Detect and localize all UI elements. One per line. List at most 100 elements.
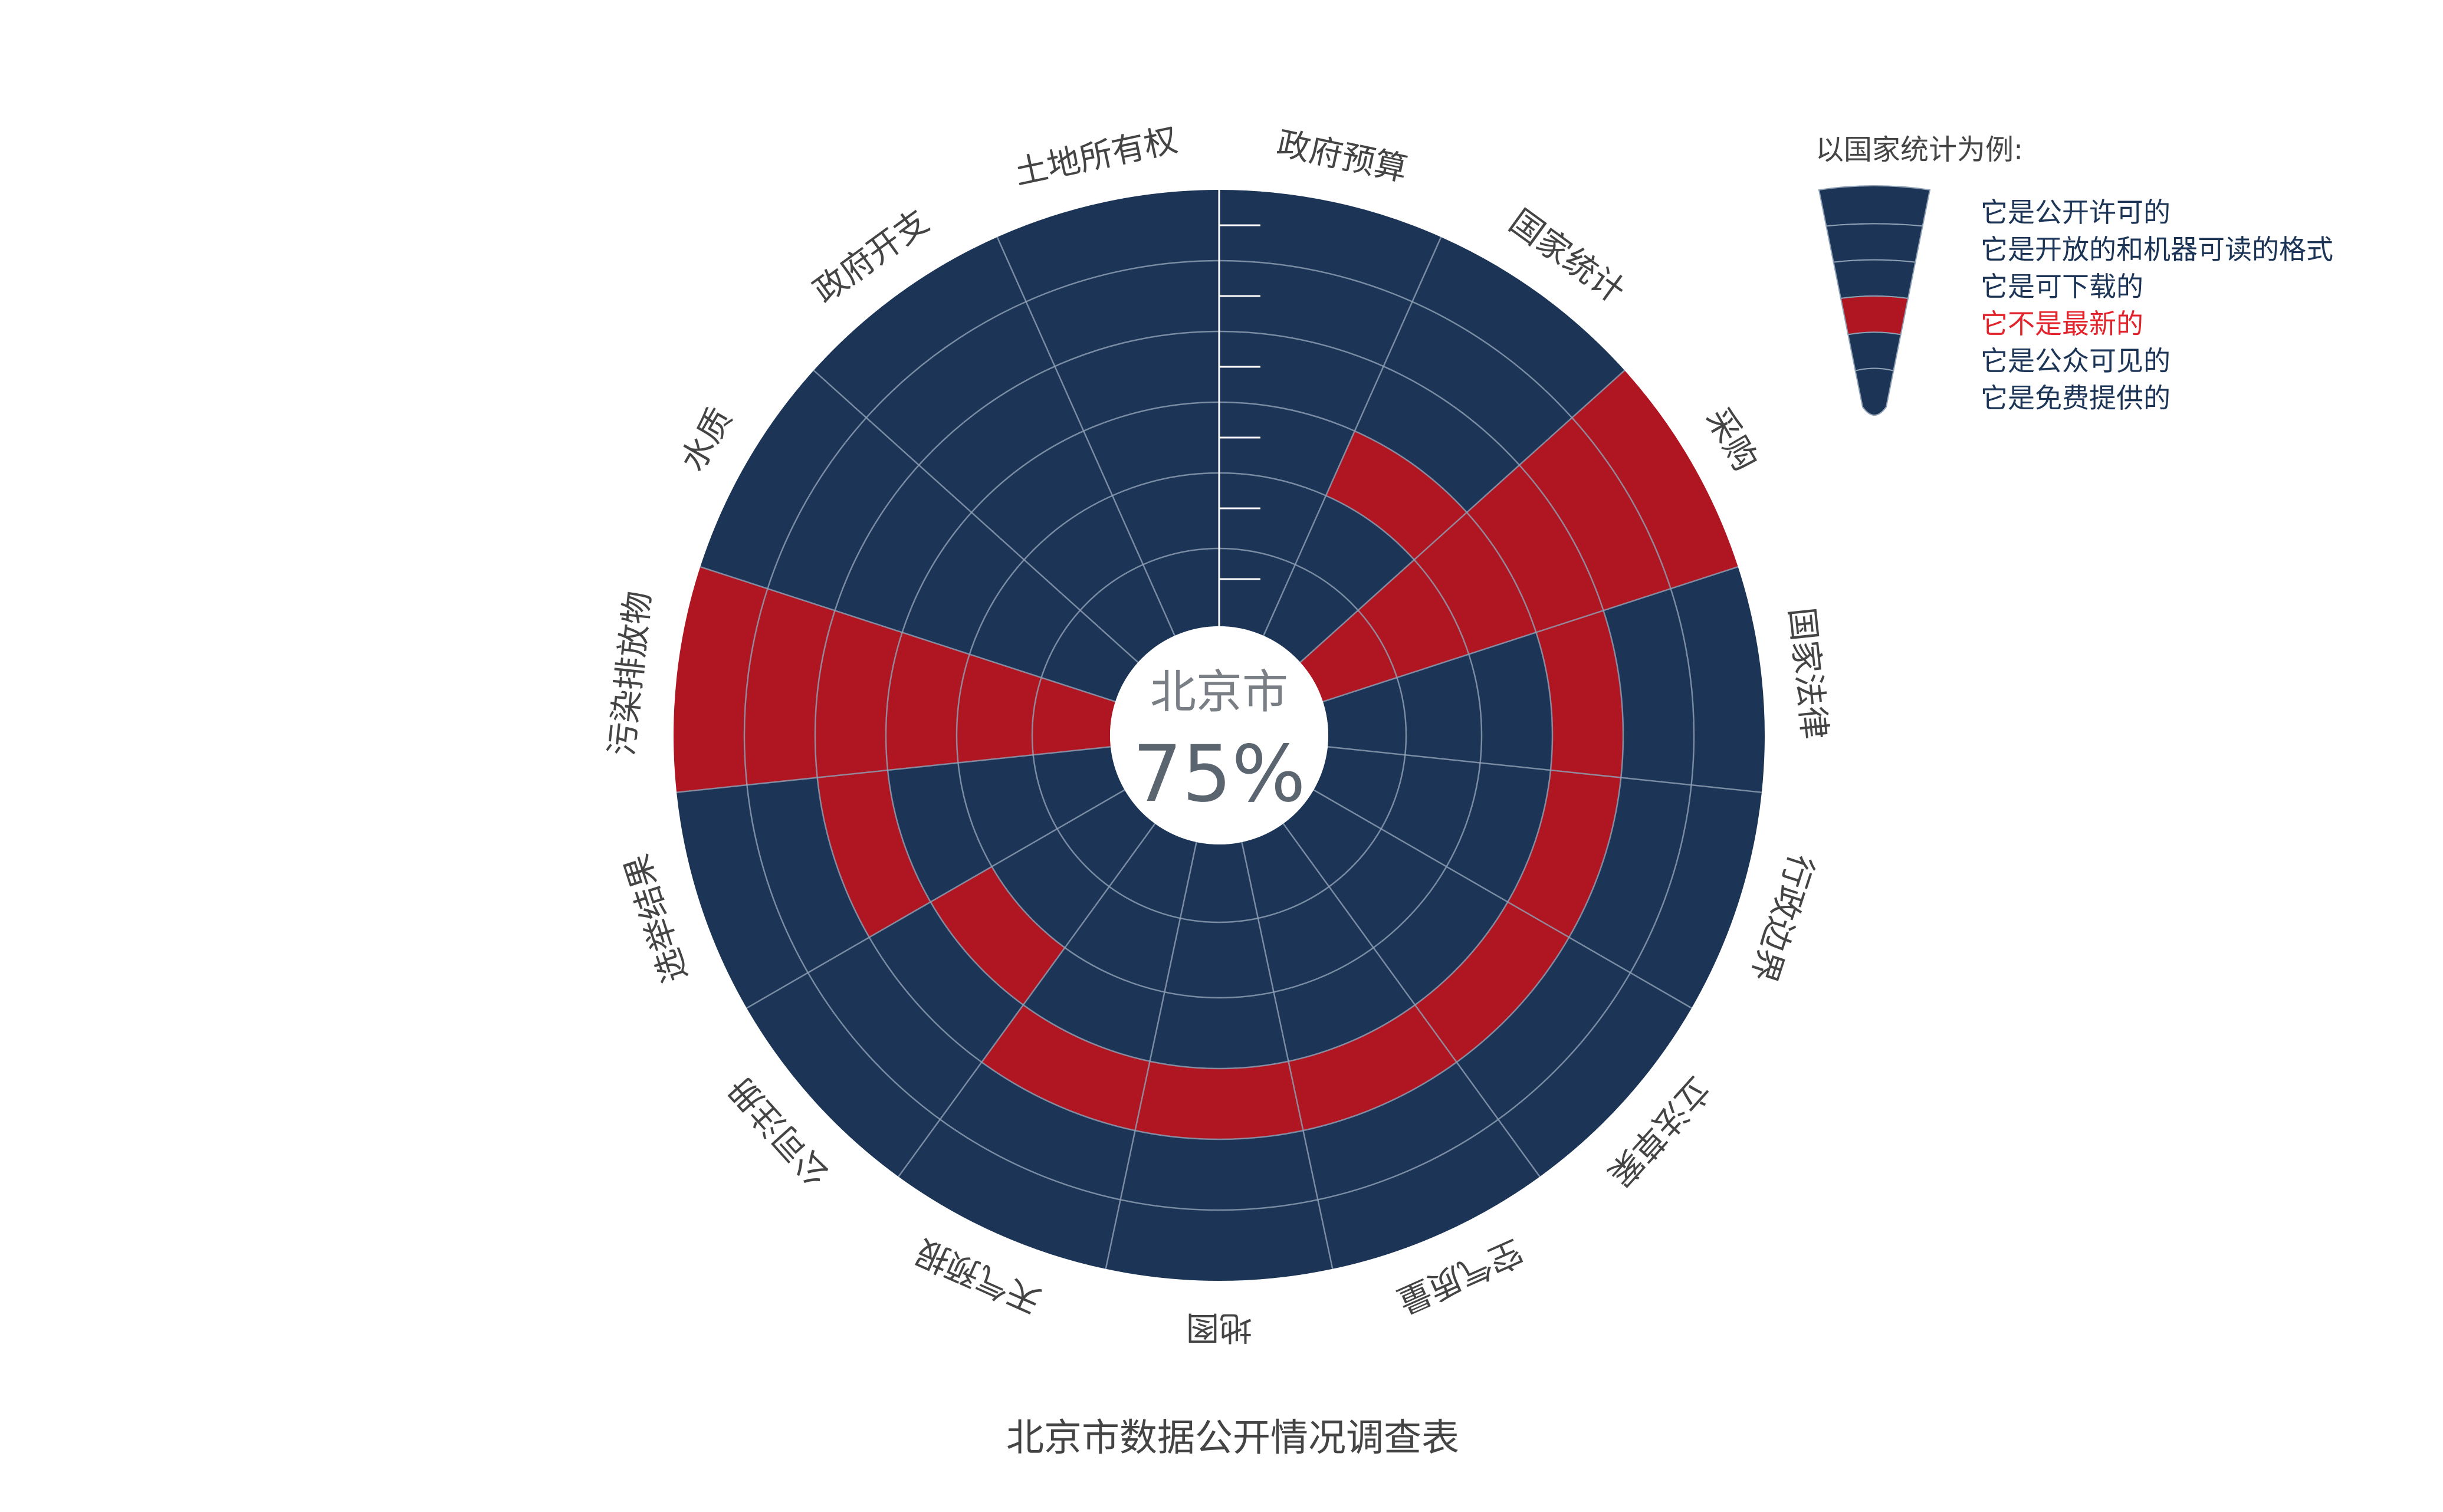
segment-4-ring-3 [1508, 770, 1621, 938]
segment-7-ring-0 [1180, 842, 1258, 922]
segment-5-ring-5 [1498, 972, 1692, 1177]
legend-band-1 [1825, 223, 1923, 263]
category-label-10: 选举结果 [618, 849, 695, 987]
grid-spoke-7 [1241, 842, 1334, 1270]
segment-7-ring-1 [1164, 918, 1274, 998]
segment-11-ring-3 [815, 610, 902, 778]
segment-12-ring-0 [1041, 610, 1138, 702]
segment-8-ring-3 [981, 1005, 1150, 1131]
segment-12-ring-2 [902, 512, 1025, 655]
segment-2-ring-0 [1300, 610, 1397, 702]
segment-0-ring-4 [1219, 261, 1413, 367]
category-label-0: 政府预算 [1273, 124, 1411, 189]
segment-9-ring-2 [930, 866, 1065, 1005]
segment-12-ring-5 [700, 370, 866, 589]
category-label-12: 水质 [674, 402, 740, 478]
center-score: 75% [1132, 729, 1305, 820]
segment-5-ring-1 [1329, 829, 1447, 948]
legend-band-2 [1833, 259, 1916, 300]
legend-band-3 [1840, 295, 1909, 336]
segment-6-ring-2 [1273, 948, 1416, 1061]
legend: 以国家统计为例: 它是公开许可的它是开放的和机器可读的格式它是可下载的它不是最新… [1815, 133, 2333, 416]
center-hole [1110, 626, 1328, 844]
segment-5-ring-0 [1283, 790, 1381, 887]
segment-2-ring-4 [1519, 418, 1671, 611]
segment-6-ring-5 [1318, 1119, 1540, 1269]
segment-11-ring-2 [886, 632, 970, 771]
segment-1-ring-3 [1354, 366, 1520, 512]
legend-item-3: 它不是最新的 [1981, 308, 2143, 340]
grid-spoke-9 [898, 823, 1156, 1178]
category-label-14: 土地所有权 [1012, 121, 1181, 193]
segment-6-ring-4 [1303, 1062, 1499, 1200]
segment-3-ring-4 [1603, 589, 1694, 785]
segment-4-ring-5 [1630, 785, 1762, 1008]
legend-item-2: 它是可下载的 [1981, 271, 2143, 303]
segment-13-ring-4 [866, 301, 1055, 465]
segment-7-ring-5 [1105, 1199, 1333, 1281]
grid-spoke-5 [1313, 789, 1692, 1009]
segment-4-ring-0 [1314, 747, 1406, 829]
segment-1-ring-2 [1325, 430, 1467, 560]
segment-9-ring-1 [991, 829, 1109, 948]
grid-spoke-14 [996, 236, 1175, 636]
grid-spoke-12 [700, 566, 1116, 703]
center-city-label: 北京市 [1150, 666, 1288, 719]
segment-9-ring-0 [1057, 790, 1155, 887]
segment-10-ring-0 [1033, 747, 1125, 829]
segment-7-ring-4 [1120, 1130, 1318, 1210]
segment-8-ring-2 [1023, 948, 1165, 1061]
segment-10-ring-4 [747, 777, 869, 973]
segment-2-ring-2 [1414, 512, 1536, 655]
segment-11-ring-4 [744, 589, 835, 785]
grid-spoke-1 [1263, 236, 1442, 636]
segment-11-ring-0 [1032, 678, 1116, 755]
grid-spoke-8 [1105, 842, 1197, 1270]
category-label-11: 污染排放物 [603, 589, 658, 757]
segment-0-ring-5 [1219, 190, 1441, 302]
grid-spoke-2 [1299, 370, 1626, 663]
legend-item-0: 它是公开许可的 [1981, 196, 2171, 228]
segment-1-ring-4 [1383, 301, 1572, 465]
segment-0-ring-3 [1219, 331, 1384, 431]
legend-band-5 [1854, 367, 1894, 416]
segment-11-ring-1 [957, 654, 1042, 763]
segment-10-ring-1 [958, 755, 1058, 867]
grid-spoke-10 [746, 789, 1125, 1009]
segment-13-ring-1 [1024, 495, 1144, 610]
legend-items: 它是公开许可的它是开放的和机器可读的格式它是可下载的它不是最新的它是公众可见的它… [1981, 196, 2333, 414]
segment-5-ring-3 [1415, 902, 1569, 1063]
segment-14-ring-5 [997, 190, 1219, 302]
segment-12-ring-3 [835, 465, 972, 633]
segment-7-ring-3 [1135, 1061, 1303, 1139]
grid-spoke-6 [1282, 823, 1541, 1178]
segment-13-ring-5 [813, 236, 1026, 418]
segment-5-ring-4 [1456, 937, 1631, 1120]
category-label-7: 地图 [1186, 1308, 1252, 1346]
segment-4-ring-1 [1381, 755, 1480, 867]
segment-0-ring-1 [1219, 473, 1326, 565]
segment-8-ring-0 [1109, 823, 1197, 919]
segment-6-ring-0 [1242, 823, 1329, 919]
legend-item-5: 它是免费提供的 [1981, 382, 2171, 414]
segment-0-ring-0 [1219, 548, 1295, 636]
segment-7-ring-2 [1150, 992, 1289, 1069]
segment-2-ring-3 [1466, 465, 1604, 633]
segment-1-ring-1 [1295, 495, 1414, 610]
grid-spoke-4 [1327, 746, 1762, 793]
grid-spoke-13 [813, 370, 1139, 663]
segment-1-ring-5 [1412, 236, 1625, 418]
segment-14-ring-0 [1143, 548, 1219, 636]
segment-10-ring-5 [677, 785, 808, 1008]
segment-14-ring-3 [1055, 331, 1219, 431]
segment-13-ring-3 [918, 366, 1084, 512]
segment-14-ring-2 [1083, 402, 1219, 496]
legend-glyph [1818, 185, 1931, 416]
segment-3-ring-0 [1322, 678, 1406, 755]
segment-14-ring-4 [1026, 261, 1219, 367]
category-label-2: 采购 [1699, 402, 1765, 478]
radial-ticks [1218, 153, 1260, 626]
chart-segments [674, 190, 1765, 1281]
segment-12-ring-4 [767, 418, 919, 611]
